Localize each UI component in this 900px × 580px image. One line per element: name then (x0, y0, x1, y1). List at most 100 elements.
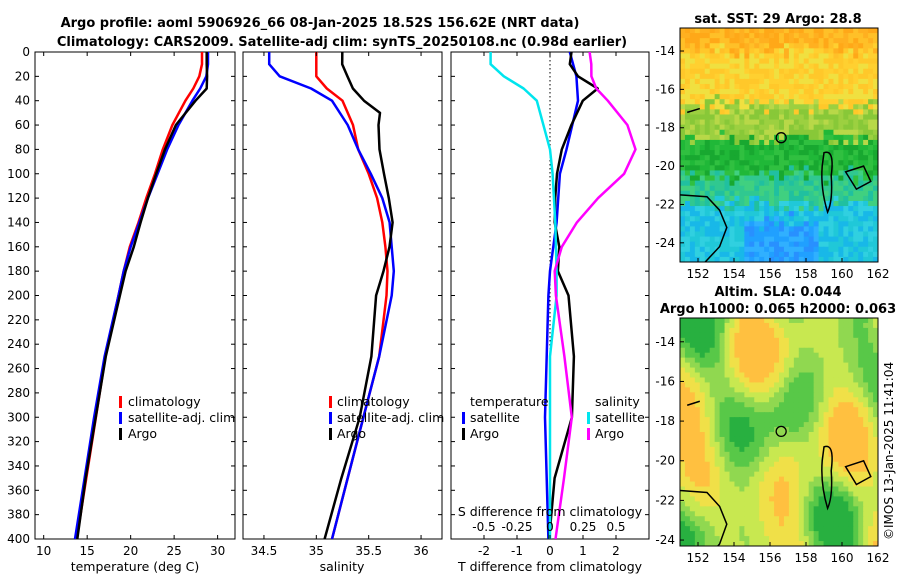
heatmap-cell (783, 337, 790, 344)
heatmap-cell (684, 436, 691, 443)
heatmap-cell (739, 402, 745, 408)
heatmap-cell (779, 441, 785, 448)
heatmap-cell (699, 342, 706, 349)
heatmap-cell (709, 392, 716, 398)
heatmap-cell (798, 506, 805, 512)
heatmap-cell (788, 180, 795, 187)
heatmap-cell (729, 165, 736, 172)
heatmap-cell (798, 531, 805, 537)
heatmap-cell (863, 236, 869, 243)
heatmap-cell (734, 432, 740, 438)
heatmap-cell (803, 377, 810, 384)
heatmap-cell (788, 526, 795, 532)
heatmap-cell (858, 99, 864, 105)
heatmap-cell (759, 68, 765, 75)
heatmap-cell (774, 33, 780, 39)
heatmap-cell (803, 109, 810, 116)
heatmap-cell (769, 38, 775, 44)
heatmap-cell (833, 541, 839, 546)
heatmap-cell (808, 332, 815, 339)
heatmap-cell (798, 48, 805, 55)
heatmap-cell (759, 481, 765, 488)
heatmap-cell (709, 422, 716, 428)
heatmap-cell (813, 134, 820, 141)
heatmap-cell (798, 446, 805, 453)
heatmap-cell (818, 491, 825, 498)
heatmap-cell (818, 372, 825, 379)
heatmap-cell (868, 422, 874, 428)
heatmap-cell (793, 33, 800, 39)
heatmap-cell (873, 155, 878, 161)
heatmap-cell (873, 357, 878, 364)
heatmap-cell (828, 436, 835, 443)
heatmap-cell (808, 129, 815, 136)
heatmap-cell (769, 94, 775, 100)
heatmap-cell (808, 427, 815, 433)
heatmap-cell (818, 134, 825, 141)
sst-map-frame (679, 27, 879, 263)
heatmap-cell (774, 241, 780, 248)
heatmap-cell (754, 216, 760, 222)
heatmap-cell (833, 357, 839, 364)
heatmap-cell (684, 28, 691, 34)
heatmap-cell (803, 216, 810, 222)
heatmap-cell (680, 43, 686, 49)
heatmap-cell (694, 48, 701, 55)
heatmap-cell (769, 175, 775, 182)
heatmap-cell (724, 456, 731, 463)
heatmap-cell (694, 362, 701, 369)
heatmap-cell (828, 63, 835, 70)
heatmap-cell (818, 190, 825, 197)
heatmap-cell (699, 139, 706, 146)
heatmap-cell (858, 124, 864, 131)
heatmap-cell (764, 412, 770, 418)
heatmap-cell (788, 491, 795, 498)
heatmap-cell (749, 367, 755, 374)
heatmap-cell (699, 200, 706, 207)
heatmap-cell (783, 241, 790, 248)
heatmap-cell (803, 206, 810, 212)
heatmap-cell (813, 58, 820, 65)
heatmap-cell (749, 372, 755, 379)
heatmap-cell (734, 486, 740, 493)
heatmap-cell (788, 124, 795, 131)
heatmap-cell (788, 28, 795, 34)
heatmap-cell (823, 506, 830, 512)
heatmap-cell (823, 471, 830, 478)
heatmap-cell (719, 347, 726, 354)
heatmap-cell (739, 417, 745, 423)
heatmap-cell (684, 536, 691, 542)
series-line-argo (323, 52, 394, 539)
heatmap-cell (680, 441, 686, 448)
heatmap-cell (764, 511, 770, 517)
heatmap-cell (808, 109, 815, 116)
heatmap-cell (719, 506, 726, 512)
heatmap-cell (749, 190, 755, 197)
heatmap-cell (868, 471, 874, 478)
heatmap-cell (734, 160, 740, 166)
heatmap-cell (680, 73, 686, 80)
heatmap-cell (858, 68, 864, 75)
heatmap-cell (838, 337, 844, 344)
heatmap-cell (848, 456, 854, 463)
heatmap-cell (788, 246, 795, 253)
heatmap-cell (699, 190, 706, 197)
heatmap-cell (699, 427, 706, 433)
heatmap-cell (838, 536, 844, 542)
heatmap-cell (838, 521, 844, 527)
heatmap-cell (689, 456, 696, 463)
heatmap-cell (818, 89, 825, 95)
heatmap-cell (764, 362, 770, 369)
heatmap-cell (779, 511, 785, 517)
figure-title-line2: Climatology: CARS2009. Satellite-adj cli… (57, 35, 627, 50)
heatmap-cell (818, 511, 825, 517)
heatmap-cell (764, 241, 770, 248)
heatmap-cell (684, 78, 691, 85)
heatmap-cell (848, 134, 854, 141)
heatmap-cell (823, 43, 830, 49)
heatmap-cell (798, 256, 805, 262)
heatmap-cell (853, 352, 859, 359)
heatmap-cell (853, 58, 859, 65)
heatmap-cell (868, 139, 874, 146)
heatmap-cell (729, 221, 736, 227)
